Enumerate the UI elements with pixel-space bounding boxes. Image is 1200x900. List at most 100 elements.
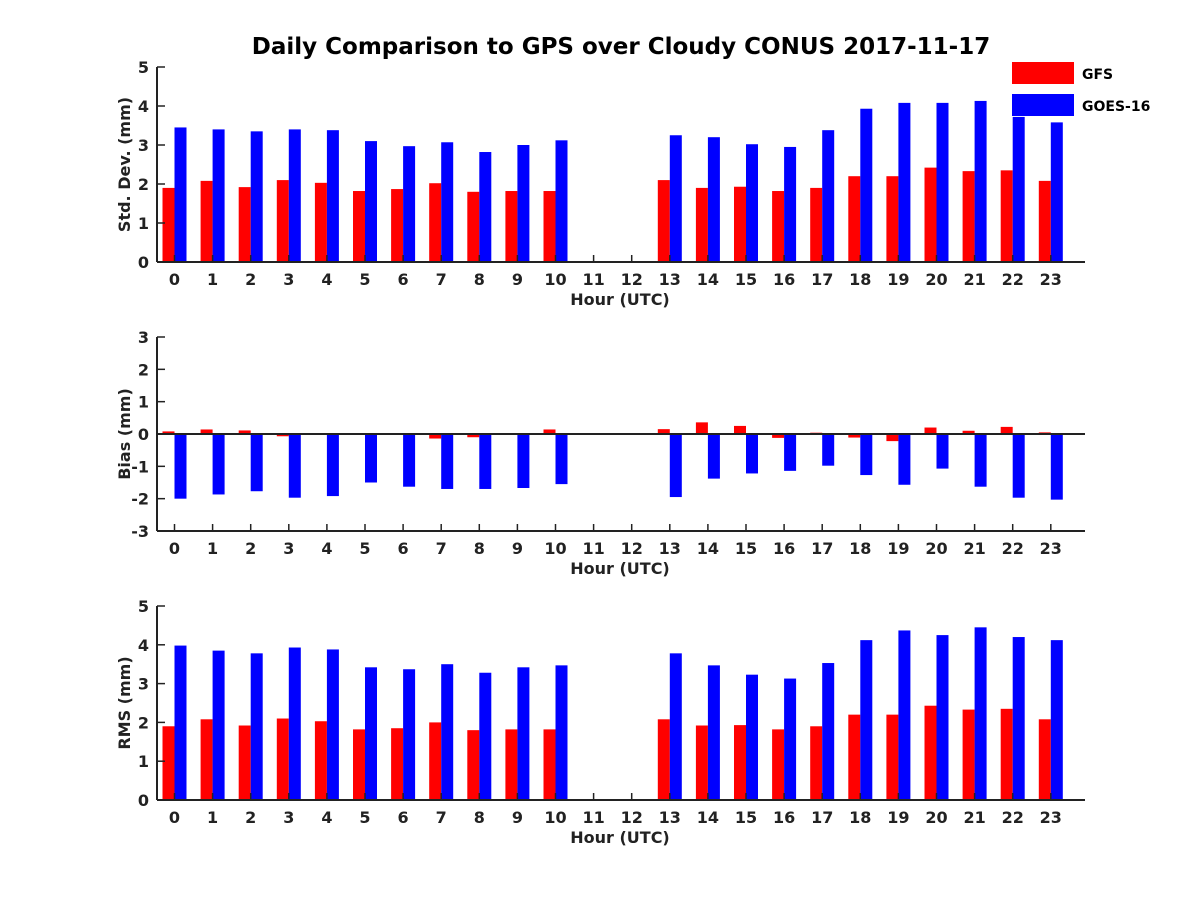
std-dev-bar-goes16-3 <box>288 129 301 262</box>
rms-bar-goes16-8 <box>479 672 492 800</box>
std-dev-bar-goes16-9 <box>517 145 530 262</box>
std-dev-y-axis-label: Std. Dev. (mm) <box>115 97 134 232</box>
rms-bar-goes16-5 <box>365 667 377 800</box>
std-dev-bar-goes16-17 <box>822 130 835 262</box>
bias-bar-goes16-6 <box>403 434 416 487</box>
rms-bar-goes16-17 <box>822 663 835 800</box>
std-dev-x-tick-label: 2 <box>245 270 256 289</box>
bias-y-tick-label: 0 <box>138 425 149 444</box>
std-dev-bar-gfs-23 <box>1038 180 1051 262</box>
std-dev-bar-goes16-15 <box>746 144 758 262</box>
bias-x-tick-label: 4 <box>321 539 332 558</box>
bias-x-tick-label: 15 <box>735 539 757 558</box>
rms-bar-goes16-6 <box>403 669 416 800</box>
std-dev-x-tick-label: 17 <box>811 270 833 289</box>
bias-x-tick-label: 10 <box>544 539 566 558</box>
rms-bar-goes16-15 <box>746 674 758 800</box>
std-dev-bar-gfs-8 <box>467 191 480 262</box>
rms-x-tick-label: 11 <box>582 808 604 827</box>
rms-y-tick-label: 3 <box>138 675 149 694</box>
std-dev-x-tick-label: 13 <box>659 270 681 289</box>
rms-bar-gfs-3 <box>276 718 289 800</box>
bias-bar-goes16-2 <box>250 434 263 492</box>
rms-x-tick-label: 22 <box>1002 808 1024 827</box>
rms-bar-goes16-20 <box>936 635 949 800</box>
bias-bar-goes16-14 <box>707 434 720 479</box>
bias-bar-gfs-0 <box>162 431 175 434</box>
rms-bar-gfs-17 <box>810 726 823 800</box>
std-dev-bar-goes16-2 <box>250 131 263 262</box>
std-dev-x-tick-label: 1 <box>207 270 218 289</box>
std-dev-x-tick-label: 16 <box>773 270 795 289</box>
std-dev-bar-goes16-19 <box>898 102 911 262</box>
rms-y-tick-label: 2 <box>138 713 149 732</box>
rms-x-tick-label: 20 <box>925 808 947 827</box>
bias-bar-gfs-13 <box>657 429 670 434</box>
std-dev-bar-gfs-7 <box>429 183 442 262</box>
rms-bar-goes16-4 <box>326 649 339 800</box>
std-dev-bar-gfs-21 <box>962 171 975 262</box>
std-dev-y-tick-label: 5 <box>138 58 149 77</box>
bias-bar-gfs-16 <box>772 434 785 438</box>
std-dev-bar-goes16-7 <box>441 142 454 262</box>
rms-x-tick-label: 10 <box>544 808 566 827</box>
rms-x-tick-label: 19 <box>887 808 909 827</box>
std-dev-bar-gfs-2 <box>238 187 251 262</box>
bias-bar-goes16-0 <box>174 434 187 499</box>
std-dev-bar-gfs-15 <box>734 186 746 262</box>
bias-bar-gfs-19 <box>886 434 899 442</box>
bias-y-tick-label: -2 <box>131 490 149 509</box>
rms-bar-gfs-0 <box>162 726 175 800</box>
rms-x-tick-label: 6 <box>398 808 409 827</box>
bias-x-tick-label: 7 <box>436 539 447 558</box>
std-dev-bar-gfs-1 <box>200 180 213 262</box>
rms-x-tick-label: 13 <box>659 808 681 827</box>
std-dev-bar-gfs-5 <box>353 191 365 262</box>
bias-x-tick-label: 23 <box>1040 539 1062 558</box>
bias-bar-goes16-16 <box>784 434 797 471</box>
std-dev-bar-goes16-18 <box>860 108 873 262</box>
bias-y-tick-label: -1 <box>131 457 149 476</box>
bias-x-tick-label: 3 <box>283 539 294 558</box>
std-dev-y-tick-label: 0 <box>138 253 149 272</box>
std-dev-bar-goes16-10 <box>555 140 568 262</box>
rms-x-tick-label: 4 <box>321 808 332 827</box>
rms-bar-gfs-23 <box>1038 719 1051 800</box>
std-dev-x-tick-label: 3 <box>283 270 294 289</box>
rms-bar-goes16-23 <box>1050 640 1063 800</box>
bias-bar-goes16-18 <box>860 434 873 476</box>
std-dev-x-tick-label: 22 <box>1002 270 1024 289</box>
rms-x-tick-label: 5 <box>359 808 370 827</box>
rms-bar-gfs-20 <box>924 705 937 800</box>
bias-x-tick-label: 17 <box>811 539 833 558</box>
rms-bar-goes16-14 <box>707 665 720 800</box>
std-dev-x-tick-label: 9 <box>512 270 523 289</box>
bias-x-tick-label: 14 <box>697 539 719 558</box>
std-dev-x-tick-label: 10 <box>544 270 566 289</box>
bias-bar-goes16-10 <box>555 434 568 485</box>
rms-bar-gfs-8 <box>467 730 480 800</box>
std-dev-x-tick-label: 15 <box>735 270 757 289</box>
bias-y-tick-label: 1 <box>138 393 149 412</box>
std-dev-bar-gfs-19 <box>886 176 899 262</box>
rms-bar-gfs-22 <box>1000 708 1013 800</box>
std-dev-bar-goes16-13 <box>669 135 682 262</box>
rms-y-tick-label: 0 <box>138 791 149 810</box>
legend-label-gfs: GFS <box>1082 67 1113 83</box>
std-dev-x-tick-label: 23 <box>1040 270 1062 289</box>
std-dev-x-tick-label: 12 <box>621 270 643 289</box>
rms-bar-goes16-3 <box>288 647 301 800</box>
rms-bar-goes16-2 <box>250 653 263 800</box>
std-dev-x-tick-label: 11 <box>582 270 604 289</box>
rms-bar-goes16-0 <box>174 645 187 800</box>
std-dev-x-tick-label: 14 <box>697 270 719 289</box>
std-dev-bar-gfs-17 <box>810 187 823 262</box>
bias-y-axis-label: Bias (mm) <box>115 388 134 480</box>
rms-x-tick-label: 2 <box>245 808 256 827</box>
rms-x-tick-label: 18 <box>849 808 871 827</box>
bias-bar-goes16-4 <box>326 434 339 497</box>
rms-y-tick-label: 5 <box>138 597 149 616</box>
rms-y-tick-label: 1 <box>138 752 149 771</box>
bias-x-tick-label: 11 <box>582 539 604 558</box>
std-dev-x-tick-label: 21 <box>963 270 985 289</box>
